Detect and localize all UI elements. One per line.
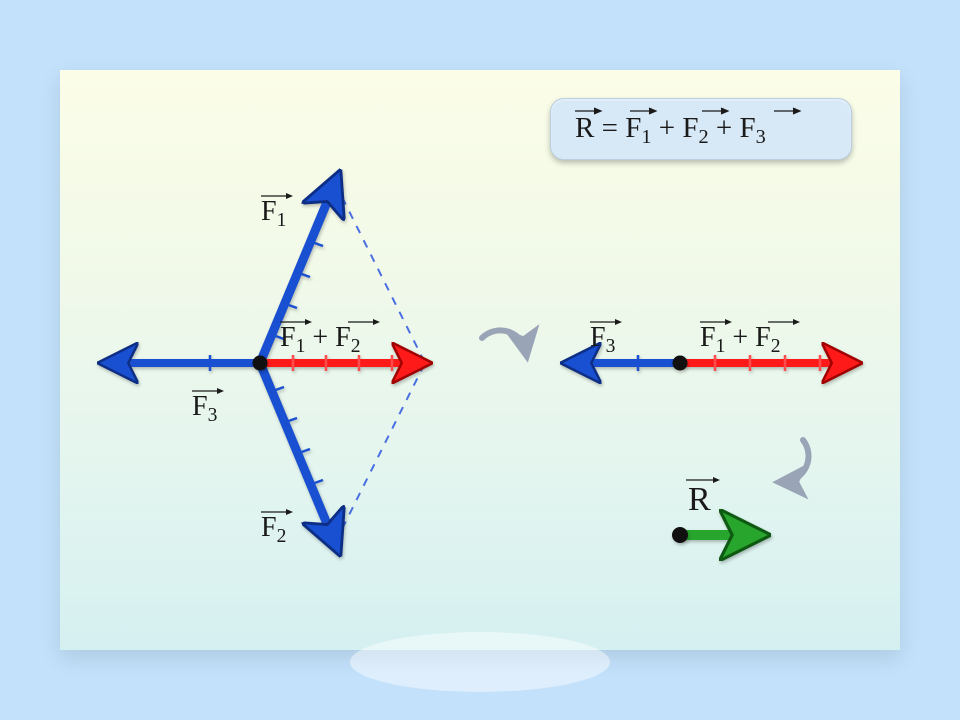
svg-text:R = F1 + F2 + F3: R = F1 + F2 + F3 — [575, 112, 766, 148]
svg-text:F2: F2 — [261, 512, 286, 547]
svg-text:R: R — [688, 481, 711, 518]
svg-text:F3: F3 — [192, 391, 218, 426]
svg-text:F1 + F2: F1 + F2 — [700, 322, 781, 357]
label-F12-right: F1 + F2 — [700, 319, 800, 357]
vector-F12-right — [680, 355, 838, 371]
label-F3-left: F3 — [192, 388, 224, 426]
transition-arrow-1 — [482, 330, 526, 352]
svg-text:F3: F3 — [590, 322, 616, 357]
label-F3-right: F3 — [590, 319, 622, 357]
slide-glow — [350, 632, 610, 692]
label-F1: F1 — [261, 193, 293, 231]
right-diagram: F3 F1 + F2 — [585, 319, 838, 371]
label-R: R — [686, 477, 720, 518]
formula: R = F1 + F2 + F3 — [575, 108, 800, 148]
vector-F12-left — [260, 355, 408, 371]
transition-arrow-2 — [783, 440, 809, 482]
label-F12-left: F1 + F2 — [280, 319, 380, 357]
vector-F3-right — [585, 355, 680, 371]
left-diagram: F1 F2 F3 F1 + F2 — [122, 183, 425, 547]
result-diagram: R — [672, 477, 740, 543]
label-F2: F2 — [261, 509, 293, 547]
svg-text:F1: F1 — [261, 196, 286, 231]
vector-F3-left — [122, 355, 260, 371]
diagram-svg: F1 F2 F3 F1 + F2 — [0, 0, 960, 720]
vector-F2 — [260, 363, 330, 531]
svg-text:F1 + F2: F1 + F2 — [280, 322, 361, 357]
